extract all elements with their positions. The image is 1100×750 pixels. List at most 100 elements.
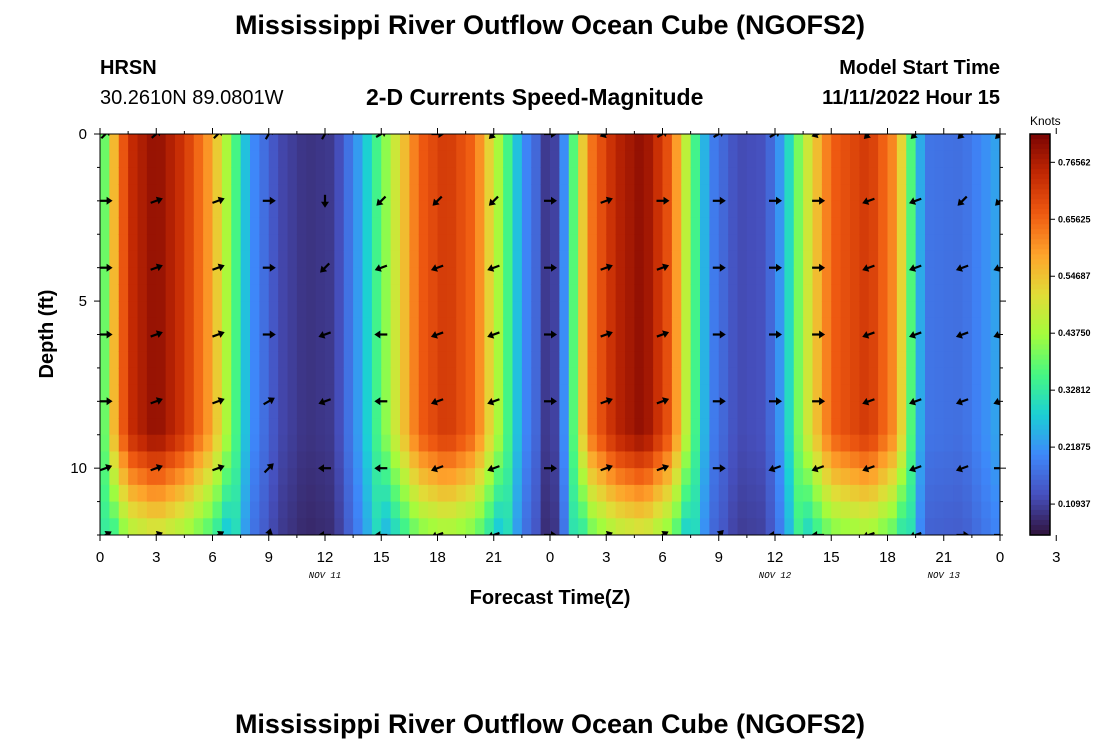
heatmap-cell bbox=[343, 434, 354, 453]
heatmap-cell bbox=[465, 317, 476, 336]
heatmap-cell bbox=[981, 200, 992, 219]
heatmap-cell bbox=[803, 367, 814, 386]
heatmap-cell bbox=[925, 334, 935, 352]
heatmap-cell bbox=[381, 484, 392, 503]
heatmap-cell bbox=[803, 184, 814, 202]
heatmap-cell bbox=[250, 434, 260, 453]
heatmap-cell bbox=[296, 134, 307, 152]
colorbar-swatch bbox=[1030, 419, 1050, 426]
heatmap-cell bbox=[550, 451, 560, 469]
heatmap-cell bbox=[568, 167, 579, 185]
heatmap-cell bbox=[859, 518, 870, 535]
heatmap-cell bbox=[821, 468, 832, 486]
heatmap-cell bbox=[971, 217, 982, 235]
heatmap-cell bbox=[803, 401, 814, 419]
heatmap-cell bbox=[381, 317, 392, 336]
heatmap-cell bbox=[981, 217, 992, 235]
colorbar-swatch bbox=[1030, 254, 1050, 260]
heatmap-cell bbox=[737, 150, 748, 169]
heatmap-cell bbox=[353, 250, 364, 269]
heatmap-cell bbox=[287, 150, 298, 169]
heatmap-cell bbox=[278, 351, 289, 369]
heatmap-cell bbox=[831, 451, 842, 469]
heatmap-cell bbox=[737, 434, 748, 453]
heatmap-cell bbox=[831, 468, 842, 486]
heatmap-cell bbox=[278, 167, 289, 185]
heatmap-cell bbox=[690, 501, 701, 519]
heatmap-cell bbox=[128, 200, 139, 219]
heatmap-cell bbox=[990, 384, 1000, 402]
heatmap-cell bbox=[437, 518, 448, 535]
heatmap-cell bbox=[793, 301, 804, 319]
heatmap-cell bbox=[259, 150, 270, 169]
heatmap-cell bbox=[325, 134, 335, 152]
heatmap-cell bbox=[100, 134, 110, 152]
current-vector-arrow bbox=[909, 264, 922, 272]
heatmap-cell bbox=[662, 200, 673, 219]
current-vector-arrow bbox=[376, 195, 387, 206]
arrow-head bbox=[430, 464, 438, 473]
heatmap-cell bbox=[934, 501, 945, 519]
heatmap-cell bbox=[850, 167, 860, 185]
heatmap-cell bbox=[578, 167, 589, 185]
x-tick-label: 15 bbox=[823, 549, 840, 566]
heatmap-cell bbox=[831, 234, 842, 252]
heatmap-cell bbox=[559, 267, 570, 285]
heatmap-cell bbox=[643, 351, 654, 369]
heatmap-cell bbox=[390, 200, 401, 219]
heatmap-cell bbox=[184, 134, 195, 152]
heatmap-cell bbox=[568, 134, 579, 152]
heatmap-cell bbox=[859, 200, 870, 219]
heatmap-cell bbox=[756, 267, 767, 285]
arrow-shaft bbox=[490, 531, 500, 535]
heatmap-cell bbox=[475, 317, 485, 336]
heatmap-cell bbox=[821, 501, 832, 519]
heatmap-cell bbox=[146, 234, 157, 252]
heatmap-cell bbox=[259, 284, 270, 302]
heatmap-cell bbox=[278, 484, 289, 503]
heatmap-cell bbox=[634, 267, 645, 285]
heatmap-cell bbox=[653, 250, 664, 269]
heatmap-cell bbox=[625, 384, 635, 402]
arrow-head bbox=[318, 397, 326, 406]
heatmap-cell bbox=[278, 384, 289, 402]
heatmap-cell bbox=[268, 150, 279, 169]
heatmap-cell bbox=[484, 250, 495, 269]
heatmap-cell bbox=[371, 284, 382, 302]
heatmap-cell bbox=[503, 150, 514, 169]
heatmap-cell bbox=[325, 451, 335, 469]
heatmap-cell bbox=[212, 234, 223, 252]
heatmap-cell bbox=[240, 217, 251, 235]
heatmap-cell bbox=[662, 484, 673, 503]
heatmap-cell bbox=[971, 451, 982, 469]
heatmap-cell bbox=[784, 484, 795, 503]
heatmap-cell bbox=[990, 518, 1000, 535]
current-vector-arrow bbox=[430, 264, 444, 272]
heatmap-cell bbox=[606, 217, 617, 235]
heatmap-cell bbox=[240, 468, 251, 486]
heatmap-cell bbox=[325, 301, 335, 319]
heatmap-cell bbox=[118, 501, 129, 519]
heatmap-cell bbox=[803, 301, 814, 319]
heatmap-cell bbox=[418, 167, 429, 185]
heatmap-cell bbox=[671, 284, 682, 302]
heatmap-cell bbox=[203, 284, 214, 302]
heatmap-cell bbox=[615, 401, 626, 419]
heatmap-cell bbox=[578, 284, 589, 302]
heatmap-cell bbox=[371, 351, 382, 369]
heatmap-cell bbox=[934, 434, 945, 453]
heatmap-cell bbox=[596, 150, 607, 169]
heatmap-cell bbox=[306, 351, 317, 369]
heatmap-cell bbox=[925, 384, 935, 402]
heatmap-cell bbox=[193, 484, 204, 503]
heatmap-cell bbox=[953, 167, 964, 185]
arrow-head bbox=[551, 134, 557, 138]
current-vector-arrow bbox=[544, 134, 557, 138]
heatmap-cell bbox=[971, 367, 982, 386]
heatmap-cell bbox=[212, 167, 223, 185]
heatmap-cell bbox=[484, 234, 495, 252]
heatmap-cell bbox=[821, 434, 832, 453]
heatmap-cell bbox=[250, 484, 260, 503]
heatmap-cell bbox=[456, 317, 467, 336]
